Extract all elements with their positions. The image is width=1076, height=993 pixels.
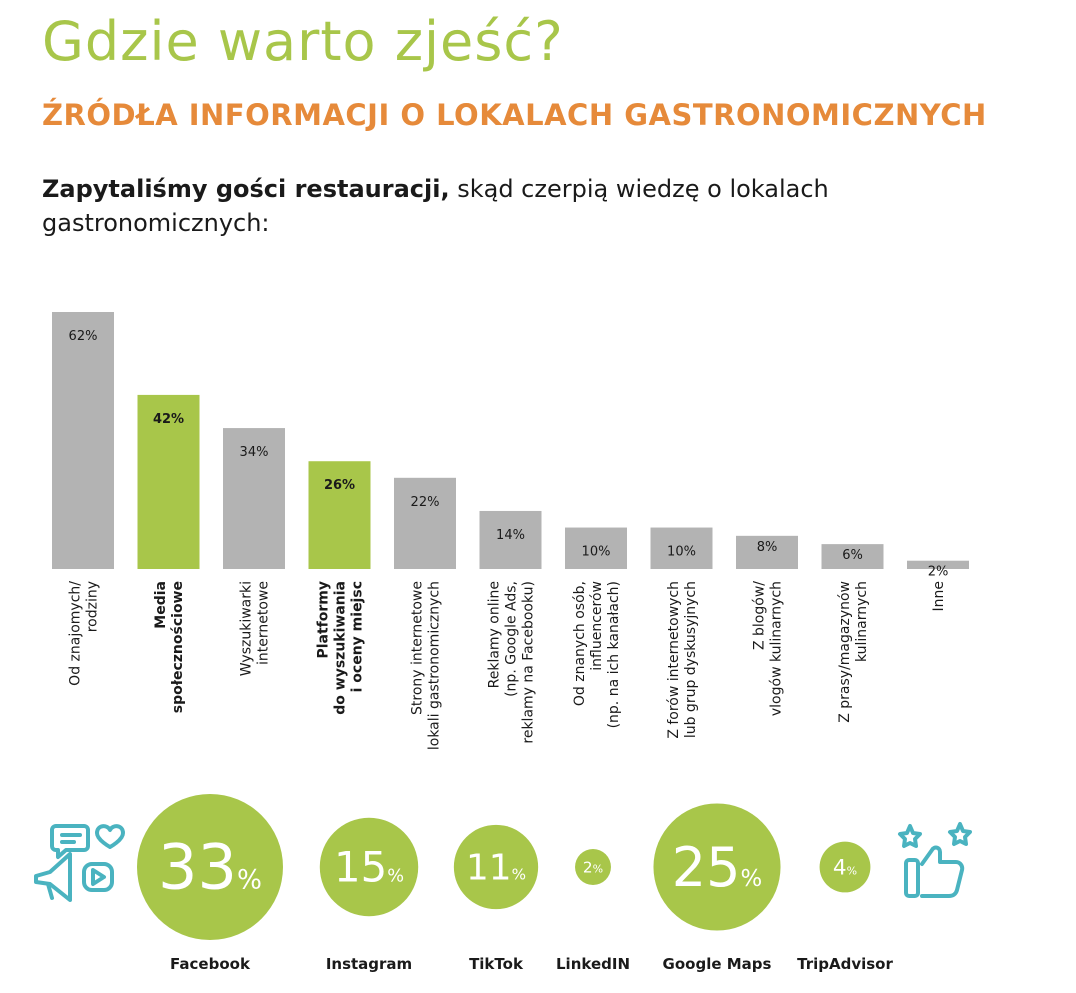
bar-value-label-7: 10% [582, 545, 611, 560]
intro-bold: Zapytaliśmy gości restauracji, [42, 175, 450, 203]
bar-value-label-11: 2% [928, 565, 949, 580]
bubble-instagram [319, 817, 419, 917]
bar-3 [223, 428, 285, 569]
bar-value-label-6: 14% [496, 528, 525, 543]
category-label-5: Strony internetowelokali gastronomicznyc… [410, 581, 443, 750]
bubble-label-2: Instagram [326, 955, 412, 973]
intro-text: Zapytaliśmy gości restauracji, skąd czer… [42, 172, 942, 240]
bubble-value-2: 15% [334, 843, 404, 892]
bar-value-label-3: 34% [240, 445, 269, 460]
bubble-label-4: LinkedIN [556, 955, 630, 973]
category-label-11: Inne [931, 581, 947, 612]
intro-rest: skąd czerpią wiedzę o lokalach gastronom… [42, 175, 829, 237]
bubble-google-maps [653, 803, 781, 931]
bar-11 [907, 560, 969, 569]
platforms-bubble-chart: 33% Facebook 15% Instagram 11% TikTok 2% Linked… [137, 794, 893, 973]
bubble-linkedin [575, 849, 611, 885]
page-subtitle: ŹRÓDŁA INFORMACJI O LOKALACH GASTRONOMIC… [42, 98, 987, 132]
category-label-10: Z prasy/magazynówkulinarnych [837, 581, 870, 723]
bar-value-label-5: 22% [411, 495, 440, 510]
bubble-label-5: Google Maps [663, 955, 772, 973]
category-label-7: Od znanych osób,influencerów(np. na ich … [572, 581, 622, 728]
social-media-icon [34, 824, 125, 902]
bar-5 [394, 477, 456, 569]
bar-value-label-10: 6% [842, 548, 863, 563]
bubble-label-3: TikTok [469, 955, 524, 973]
bar-2 [137, 394, 200, 569]
bar-value-label-2: 42% [153, 412, 184, 427]
category-label-4: Platformydo wyszukiwaniai oceny miejsc [316, 581, 366, 715]
sources-bar-chart: 62% Od znajomych/rodziny 42% Mediaspołeczno… [52, 312, 969, 750]
bar-1 [52, 312, 114, 569]
thumbs-up-stars-icon [898, 822, 972, 898]
bubble-tiktok [453, 824, 539, 910]
category-label-2: Mediaspołecznościowe [153, 581, 186, 713]
bubble-value-4: 2% [583, 858, 603, 876]
bar-4 [308, 461, 371, 569]
bar-8 [650, 527, 713, 569]
bar-value-label-4: 26% [324, 478, 355, 493]
bubble-value-6: 4% [833, 856, 857, 881]
bubble-label-6: TripAdvisor [797, 955, 893, 973]
bar-value-label-1: 62% [69, 329, 98, 344]
bubble-tripadvisor [819, 841, 871, 893]
bar-value-label-8: 10% [667, 545, 696, 560]
category-label-1: Od znajomych/rodziny [68, 581, 101, 686]
page-title: Gdzie warto zjeść? [42, 10, 564, 73]
category-label-8: Z forów internetowychlub grup dyskusyjny… [666, 581, 699, 739]
bubble-label-1: Facebook [170, 955, 251, 973]
bar-9 [736, 535, 798, 569]
bar-10 [821, 544, 884, 569]
bubble-value-3: 11% [466, 848, 526, 889]
category-label-6: Reklamy online(np. Google Ads,reklamy na… [487, 581, 537, 744]
bubble-facebook [137, 794, 283, 940]
bubble-value-1: 33% [158, 831, 262, 904]
bubble-value-5: 25% [672, 836, 762, 899]
bar-6 [479, 510, 542, 569]
bar-value-label-9: 8% [757, 540, 778, 555]
category-label-3: Wyszukiwarkiinternetowe [239, 581, 272, 676]
category-label-9: Z blogów/vlogów kulinarnych [752, 581, 785, 716]
bar-7 [565, 527, 627, 569]
